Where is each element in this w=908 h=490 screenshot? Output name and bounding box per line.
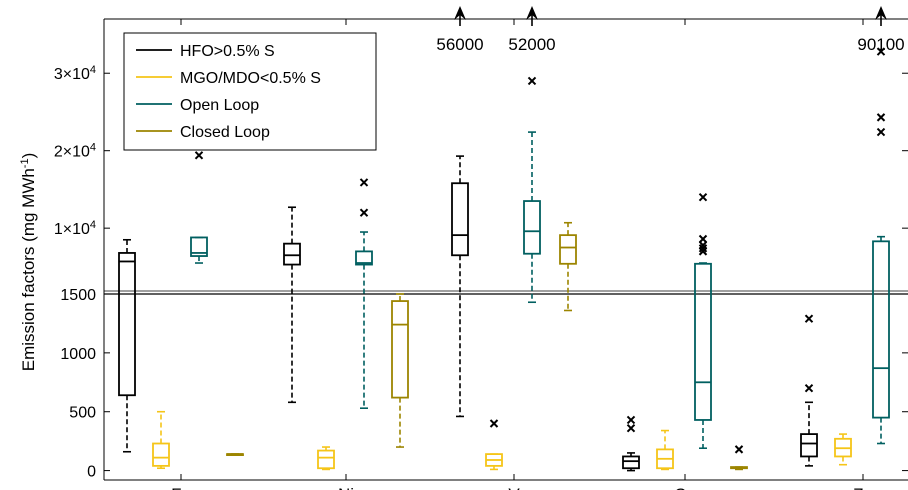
y-tick-label-lower-3: 1500 [60,287,96,304]
box-Zn-mgo [834,433,852,466]
axes-layer: Emission factors (mg MWh-1) 1×104 2×104 3×… [19,6,908,490]
outlier-Cu-open-2 [698,240,708,250]
box-Fe-hfo [118,238,136,453]
y-tick-label-upper-0: 1×104 [54,219,96,238]
box-body-Fe-open [190,236,208,257]
outlier-Cu-hfo-1 [626,415,636,425]
offscale-arrow-head-2 [875,6,887,20]
box-V-closed [559,221,577,312]
box-body-Ni-open [355,250,373,266]
outlier-Ni-open-1 [359,178,369,187]
y-tick-label-upper-1: 2×104 [54,142,96,161]
box-Fe-open [190,151,208,264]
legend-label-mgo: MGO/MDO<0.5% S [180,70,321,87]
box-Ni-mgo [317,446,335,471]
box-V-open [523,76,541,304]
y-tick-label-lower-0: 0 [87,464,96,481]
box-body-Cu-hfo [622,455,640,470]
outlier-Cu-open-3 [698,234,708,244]
offscale-label-1: 52000 [508,35,555,54]
outlier-Zn-hfo-1 [804,314,814,323]
box-body-V-hfo [451,182,469,257]
box-Zn-hfo [800,314,818,467]
box-body-Fe-mgo [152,442,170,467]
box-body-Fe-hfo [118,252,136,397]
outlier-Cu-hfo-0 [626,423,636,433]
offscale-label-2: 90100 [857,35,904,54]
outlier-Cu-open-1 [698,244,708,253]
box-V-hfo [451,155,469,418]
legend-label-open: Open Loop [180,97,259,114]
box-Cu-mgo [656,429,674,471]
outlier-Ni-open-0 [359,208,369,217]
legend-label-hfo: HFO>0.5% S [180,43,275,60]
legend-label-closed: Closed Loop [180,124,270,141]
y-axis-label: Emission factors (mg MWh-1) [19,153,38,372]
offscale-label-0: 56000 [436,35,483,54]
outlier-V-open-0 [527,76,537,86]
box-body-Zn-open [872,240,890,419]
outlier-Cu-closed-0 [734,445,744,454]
legend: HFO>0.5% S MGO/MDO<0.5% S Open Loop Closed … [123,32,377,151]
y-tick-label-lower-2: 1000 [60,346,96,363]
box-Zn-open [872,47,890,445]
box-Cu-open [694,192,712,450]
x-tick-label-Cu: Cu [674,485,696,490]
y-tick-label-upper-2: 3×104 [54,64,96,83]
box-Cu-closed [730,445,748,471]
x-tick-label-Ni: Ni [338,485,354,490]
outlier-Fe-open-0 [194,151,204,160]
box-body-Cu-open [694,262,712,421]
outlier-Zn-open-2 [876,47,886,56]
x-tick-label-V: V [508,485,520,490]
box-body-Ni-closed [391,300,409,399]
outlier-Zn-hfo-0 [804,383,814,393]
box-Ni-open [355,178,373,409]
box-Fe-mgo [152,410,170,470]
x-tick-label-Fe: Fe [171,485,191,490]
box-body-Ni-mgo [317,449,335,470]
offscale-arrow-head-0 [454,6,466,20]
box-Ni-closed [391,293,409,448]
offscale-arrow-head-1 [526,6,538,20]
box-body-V-closed [559,234,577,265]
box-Cu-hfo [622,415,640,472]
box-Ni-hfo [283,206,301,404]
y-tick-label-lower-1: 500 [69,405,96,422]
outlier-Zn-open-1 [876,113,886,122]
plot-frame-layer [103,18,908,481]
box-body-Zn-hfo [800,433,818,458]
box-V-mgo [485,419,503,471]
outlier-V-mgo-0 [489,419,499,428]
box-plot-layer [118,47,890,472]
box-body-V-open [523,200,541,255]
box-body-Ni-hfo [283,242,301,266]
outlier-Zn-open-0 [876,127,886,137]
box-Fe-closed [226,453,244,457]
x-tick-label-Zn: Zn [853,485,873,490]
outlier-Cu-open-0 [698,247,708,256]
outlier-Cu-open-4 [698,192,708,202]
